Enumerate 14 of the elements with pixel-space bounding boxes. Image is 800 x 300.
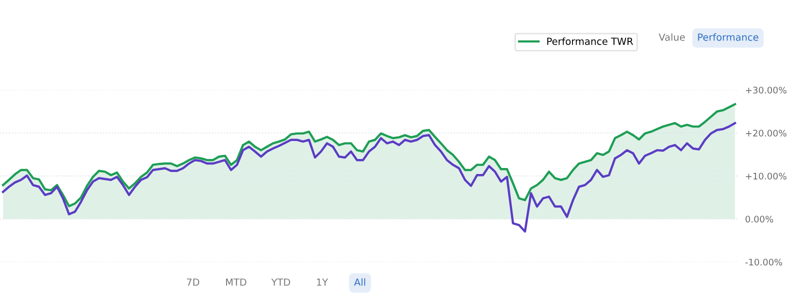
- y-tick-label: +20.00%: [746, 130, 786, 137]
- text: 7D: [186, 278, 200, 286]
- text: MTD: [226, 278, 246, 286]
- text: All: [354, 278, 366, 286]
- line-series: [2, 122, 736, 233]
- text: YTD: [271, 278, 290, 286]
- y-tick-label: -10.00%: [745, 258, 782, 266]
- text: Performance: [698, 33, 758, 41]
- text: 1Y: [317, 278, 328, 286]
- legend-label: Performance TWR: [547, 37, 634, 45]
- y-tick-label: 0.00%: [746, 216, 774, 223]
- text: Value: [658, 33, 685, 41]
- y-tick-label: +30.00%: [746, 86, 786, 94]
- y-tick-label: +10.00%: [746, 172, 786, 180]
